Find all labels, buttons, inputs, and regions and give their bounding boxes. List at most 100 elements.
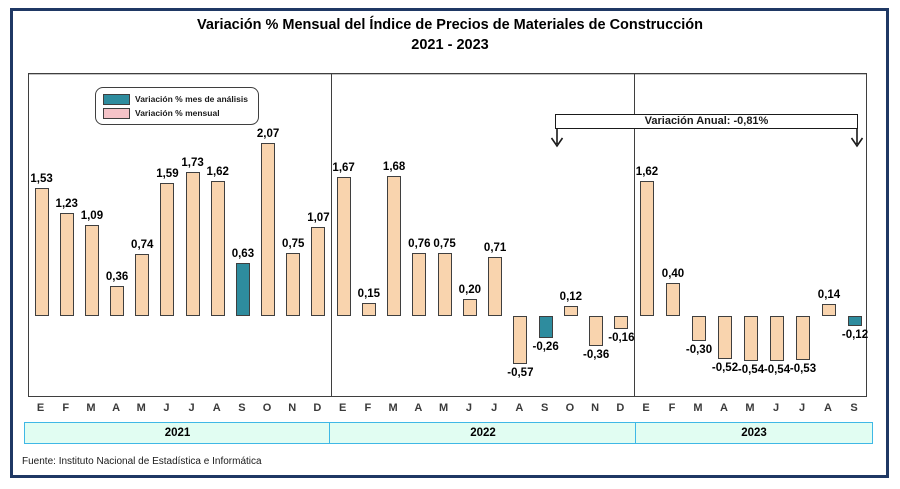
chart-title: Variación % Mensual del Índice de Precio… — [196, 17, 704, 33]
bar-value-label: 0,15 — [357, 288, 381, 301]
bar-value-label: 1,62 — [206, 165, 229, 178]
year-band-2022: 2022 — [329, 422, 637, 444]
legend-label-monthly: Variación % mensual — [135, 108, 220, 118]
bar — [185, 171, 200, 316]
bar — [718, 316, 732, 360]
legend-box: Variación % mes de análisis Variación % … — [95, 87, 259, 125]
month-label: S — [238, 402, 246, 414]
bar — [437, 253, 452, 316]
bar — [589, 316, 604, 347]
bar — [235, 263, 250, 316]
bar-value-label: 1,62 — [635, 165, 659, 178]
bar — [666, 282, 680, 316]
month-label: A — [112, 402, 121, 414]
bar-value-label: 1,23 — [55, 198, 78, 211]
month-label: F — [62, 402, 70, 414]
bar — [84, 224, 99, 316]
bar — [538, 316, 553, 338]
bar-value-label: 0,71 — [483, 241, 507, 254]
bar-value-label: -0,16 — [608, 332, 635, 345]
month-label: M — [745, 402, 755, 414]
bar-value-label: -0,54 — [763, 364, 791, 377]
source-note: Fuente: Instituto Nacional de Estadístic… — [22, 456, 262, 467]
bar — [744, 316, 758, 362]
bar — [261, 143, 276, 316]
month-label: M — [86, 402, 96, 414]
bar-value-label: 0,12 — [559, 290, 583, 303]
bar-value-label: 1,59 — [156, 168, 179, 181]
month-label: F — [364, 402, 372, 414]
bar-value-label: 0,63 — [231, 248, 255, 261]
bar — [692, 316, 706, 342]
bar-value-label: -0,12 — [841, 329, 869, 342]
month-label: M — [693, 402, 703, 414]
bar-value-label: -0,54 — [737, 364, 765, 377]
bar-value-label: 1,07 — [307, 211, 330, 224]
bar-value-label: 0,76 — [408, 237, 431, 250]
month-label: D — [313, 402, 322, 414]
bar-value-label: -0,26 — [532, 340, 559, 353]
bar — [640, 180, 654, 316]
bar — [361, 303, 376, 316]
legend-swatch-monthly-icon — [103, 107, 130, 119]
month-label: N — [591, 402, 600, 414]
bar-value-label: -0,36 — [583, 349, 610, 362]
bar — [59, 213, 74, 316]
bar-value-label: -0,53 — [789, 363, 817, 376]
bar-value-label: 1,73 — [181, 156, 204, 169]
bar-value-label: 1,09 — [80, 209, 104, 222]
bar-value-label: 1,53 — [30, 173, 53, 186]
bar — [110, 285, 125, 316]
bar — [796, 316, 810, 361]
bar — [770, 316, 784, 362]
bar-value-label: 0,36 — [105, 270, 129, 283]
month-label: O — [565, 402, 575, 414]
bar-value-label: 0,75 — [282, 238, 305, 251]
bar — [848, 316, 862, 327]
month-label: M — [388, 402, 398, 414]
month-label: D — [616, 402, 625, 414]
bar-value-label: 0,74 — [131, 239, 154, 252]
month-label: J — [798, 402, 806, 414]
year-band-2023: 2023 — [635, 422, 873, 444]
month-label: J — [465, 402, 472, 414]
month-label: E — [36, 402, 45, 414]
bar — [387, 175, 402, 316]
month-label: A — [720, 402, 728, 414]
bar — [34, 188, 49, 316]
month-label: A — [414, 402, 423, 414]
month-label: A — [212, 402, 221, 414]
month-label: A — [515, 402, 524, 414]
month-label: M — [136, 402, 146, 414]
month-label: O — [262, 402, 272, 414]
bar — [462, 299, 477, 316]
bar-value-label: 1,67 — [332, 161, 355, 174]
month-label: J — [163, 402, 170, 414]
panel-divider-2022-2023 — [634, 74, 635, 396]
month-label: E — [338, 402, 347, 414]
legend-label-analysis: Variación % mes de análisis — [135, 94, 248, 104]
bar-value-label: 0,40 — [661, 267, 685, 280]
bar — [488, 256, 503, 316]
legend-swatch-analysis-icon — [103, 93, 130, 105]
month-label: M — [439, 402, 449, 414]
bar — [210, 180, 225, 316]
bar-value-label: -0,52 — [711, 362, 739, 375]
month-label: S — [850, 402, 858, 414]
bar — [286, 253, 301, 316]
year-band-2021: 2021 — [24, 422, 331, 444]
panel-divider-2021-2022 — [331, 74, 332, 396]
annual-variation-callout: Variación Anual: -0,81% — [555, 114, 858, 129]
legend-item-analysis: Variación % mes de análisis — [103, 92, 258, 106]
legend-item-monthly: Variación % mensual — [103, 106, 258, 120]
chart-subtitle: 2021 - 2023 — [411, 37, 489, 53]
bar-value-label: -0,30 — [685, 344, 713, 357]
bar-value-label: 1,68 — [382, 160, 406, 173]
month-label: N — [288, 402, 297, 414]
bar — [336, 176, 351, 316]
month-label: S — [540, 402, 549, 414]
bar — [160, 183, 175, 316]
month-label: E — [642, 402, 650, 414]
